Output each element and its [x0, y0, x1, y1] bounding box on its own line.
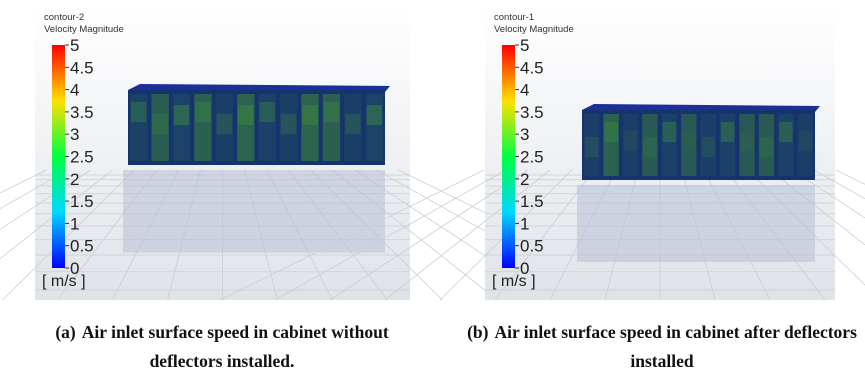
colorbar-tick-label: 1.5	[520, 192, 544, 211]
caption-text: Air inlet surface speed in cabinet witho…	[82, 322, 389, 371]
colorbar-tick-label: 0.5	[520, 237, 544, 256]
colorbar-tick-label: 4	[70, 81, 79, 100]
caption-tag: (b)	[467, 322, 488, 342]
door-highlight	[260, 102, 275, 122]
colorbar	[502, 45, 515, 268]
door-highlight	[702, 137, 715, 157]
door-highlight	[760, 137, 773, 157]
quantity-name: Velocity Magnitude	[494, 24, 574, 35]
caption-a: (a) Air inlet surface speed in cabinet wi…	[22, 318, 422, 376]
contour-name: contour-1	[494, 12, 534, 23]
colorbar-tick-label: 3	[70, 125, 79, 144]
colorbar-tick-label: 1	[70, 214, 79, 233]
reflection	[123, 170, 385, 253]
caption-tag: (a)	[55, 322, 75, 342]
door-highlight	[799, 131, 812, 151]
colorbar-tick-label: 1.5	[70, 192, 94, 211]
page: {"panels": [ {"contour": "contour-2", "q…	[0, 0, 865, 376]
colorbar-tick-label: 4.5	[520, 58, 544, 77]
door-highlight	[624, 131, 637, 151]
door-panel	[366, 94, 383, 161]
colorbar-tick-label: 3	[520, 125, 529, 144]
colorbar-tick-label: 5	[70, 36, 79, 55]
door-highlight	[152, 114, 167, 134]
door-highlight	[174, 105, 189, 125]
door-highlight	[740, 131, 753, 151]
door-highlight	[367, 105, 382, 125]
door-highlight	[682, 131, 695, 151]
colorbar-tick-label: 4	[520, 81, 529, 100]
colorbar-tick-label: 2	[70, 170, 79, 189]
door-panel	[173, 94, 190, 161]
colorbar	[52, 45, 65, 268]
colorbar-tick-label: 0.5	[70, 237, 94, 256]
door-highlight	[302, 105, 317, 125]
door-highlight	[779, 122, 792, 142]
door-highlight	[585, 137, 598, 157]
caption-text: Air inlet surface speed in cabinet after…	[494, 322, 856, 371]
contour-name: contour-2	[44, 12, 84, 23]
door-highlight	[663, 122, 676, 142]
door-highlight	[324, 102, 339, 122]
quantity-name: Velocity Magnitude	[44, 24, 124, 35]
door-highlight	[604, 122, 617, 142]
colorbar-tick-label: 2.5	[70, 148, 94, 167]
colorbar-tick-label: 1	[520, 214, 529, 233]
door-highlight	[217, 114, 232, 134]
door-panel	[237, 94, 254, 161]
reflection	[577, 185, 815, 262]
colorbar-tick-label: 3.5	[70, 103, 94, 122]
colorbar-unit: [ m/s ]	[492, 273, 536, 290]
colorbar-tick-label: 2.5	[520, 148, 544, 167]
door-highlight	[238, 105, 253, 125]
colorbar-tick-label: 5	[520, 36, 529, 55]
colorbar-tick-label: 4.5	[70, 58, 94, 77]
door-panel	[301, 94, 318, 161]
colorbar-tick-label: 2	[520, 170, 529, 189]
colorbar-tick-label: 3.5	[520, 103, 544, 122]
door-highlight	[131, 102, 146, 122]
door-highlight	[643, 137, 656, 157]
door-highlight	[345, 114, 360, 134]
caption-b: (b) Air inlet surface speed in cabinet af…	[462, 318, 862, 376]
door-highlight	[281, 114, 296, 134]
door-highlight	[195, 102, 210, 122]
colorbar-unit: [ m/s ]	[42, 273, 86, 290]
door-highlight	[721, 122, 734, 142]
